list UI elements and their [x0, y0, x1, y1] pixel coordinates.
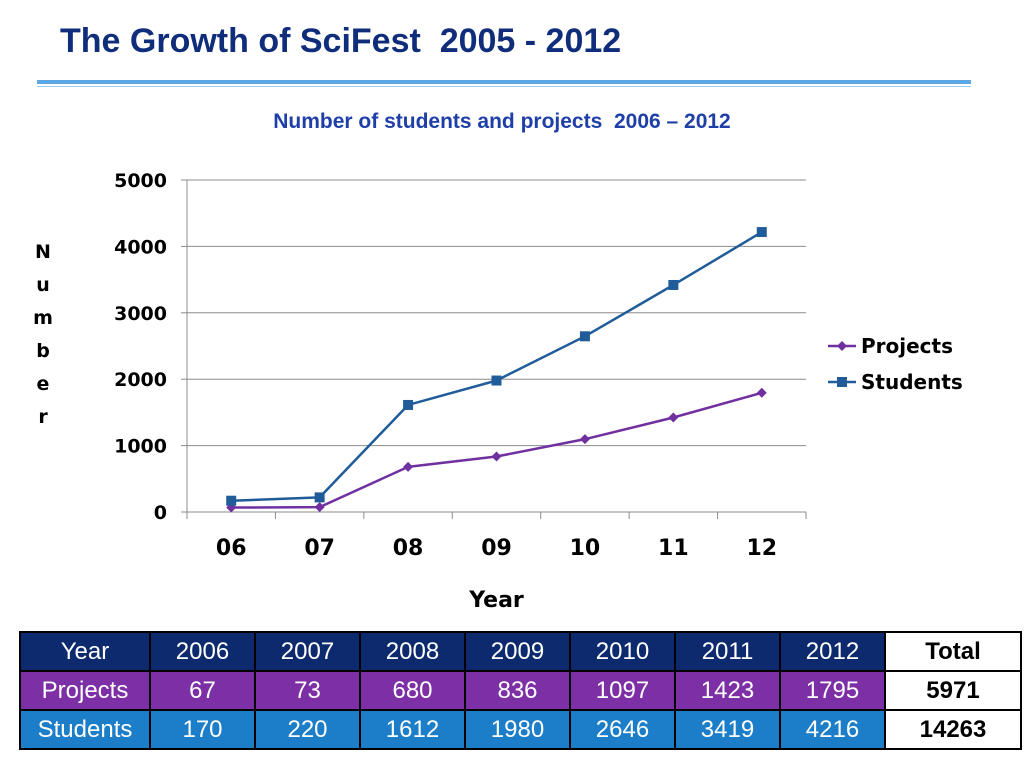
data-point-students: [579, 331, 590, 342]
table-cell: 836: [464, 670, 571, 711]
y-tick-label: 5000: [114, 170, 167, 192]
x-tick-label: 08: [393, 536, 424, 561]
line-chart: 0 1000 2000 3000 4000 5000 06 07 08 09 10 11 12 Year P…: [114, 170, 963, 613]
data-point-students: [756, 227, 767, 238]
y-axis-label-letter: b: [36, 340, 50, 362]
table-cell: 1612: [359, 709, 466, 750]
table-cell: 2646: [569, 709, 676, 750]
data-point-projects: [491, 451, 502, 462]
table-cell: 2010: [569, 631, 676, 672]
y-axis-label-letter: e: [36, 373, 50, 395]
x-tick-label: 11: [658, 536, 689, 561]
y-axis-label-letter: r: [38, 406, 48, 428]
table-cell: 1097: [569, 670, 676, 711]
data-point-projects: [756, 387, 767, 398]
table-cell: 2006: [149, 631, 256, 672]
table-cell-total: 14263: [884, 709, 1022, 750]
table-row-students: Students 170 220 1612 1980 2646 3419 4216 14263: [19, 709, 1022, 750]
table-header-row: Year 2006 2007 2008 2009 2010 2011 2012 Total: [19, 631, 1022, 672]
table-cell: 1980: [464, 709, 571, 750]
title-divider: [37, 80, 971, 90]
data-point-projects: [668, 412, 679, 423]
data-point-students: [226, 495, 237, 506]
table-cell: 67: [149, 670, 256, 711]
x-tick-label: 06: [216, 536, 247, 561]
legend-marker-students: [837, 377, 847, 387]
table-cell-total: Total: [884, 631, 1022, 672]
data-point-students: [668, 279, 679, 290]
y-tick-label: 0: [154, 502, 167, 524]
series-line-projects: [231, 391, 763, 509]
y-tick-label: 4000: [114, 236, 167, 258]
data-point-students: [403, 399, 414, 410]
table-cell: 1423: [674, 670, 781, 711]
table-row-header: Year: [19, 631, 151, 672]
table-cell: 3419: [674, 709, 781, 750]
table-cell: 4216: [779, 709, 886, 750]
x-tick-label: 10: [570, 536, 601, 561]
data-point-students: [491, 375, 502, 386]
x-tick-label: 09: [481, 536, 512, 561]
data-point-students: [314, 492, 325, 503]
data-table: Year 2006 2007 2008 2009 2010 2011 2012 Total Pr…: [19, 631, 1022, 750]
legend-label-projects: Projects: [861, 334, 953, 358]
x-axis-label: Year: [468, 588, 524, 613]
table-cell-total: 5971: [884, 670, 1022, 711]
y-tick-label: 3000: [114, 303, 167, 325]
table-cell: 170: [149, 709, 256, 750]
table-cell: 2008: [359, 631, 466, 672]
data-point-projects: [314, 502, 325, 513]
table-row-projects: Projects 67 73 680 836 1097 1423 1795 5971: [19, 670, 1022, 711]
table-cell: 2012: [779, 631, 886, 672]
x-tick-label: 07: [304, 536, 335, 561]
data-point-projects: [403, 461, 414, 472]
table-cell: 2009: [464, 631, 571, 672]
chart-title: Number of students and projects 2006 – 2…: [273, 110, 731, 133]
table-cell: 1795: [779, 670, 886, 711]
y-tick-label: 1000: [114, 436, 167, 458]
y-axis-label-letter: m: [33, 307, 53, 329]
table-row-header: Students: [19, 709, 151, 750]
table-cell: 2011: [674, 631, 781, 672]
legend-marker-projects: [837, 341, 847, 351]
y-tick-label: 2000: [114, 369, 167, 391]
table-cell: 220: [254, 709, 361, 750]
table-cell: 2007: [254, 631, 361, 672]
y-axis-label-letter: u: [36, 274, 50, 296]
x-tick-label: 12: [746, 536, 777, 561]
table-cell: 73: [254, 670, 361, 711]
y-axis-label-letter: N: [35, 241, 51, 263]
title-divider-thin: [37, 86, 971, 87]
table-cell: 680: [359, 670, 466, 711]
title-divider-thick: [37, 80, 971, 84]
data-point-projects: [579, 434, 590, 445]
slide-title: The Growth of SciFest 2005 - 2012: [60, 22, 622, 60]
table-row-header: Projects: [19, 670, 151, 711]
legend-label-students: Students: [861, 370, 963, 394]
